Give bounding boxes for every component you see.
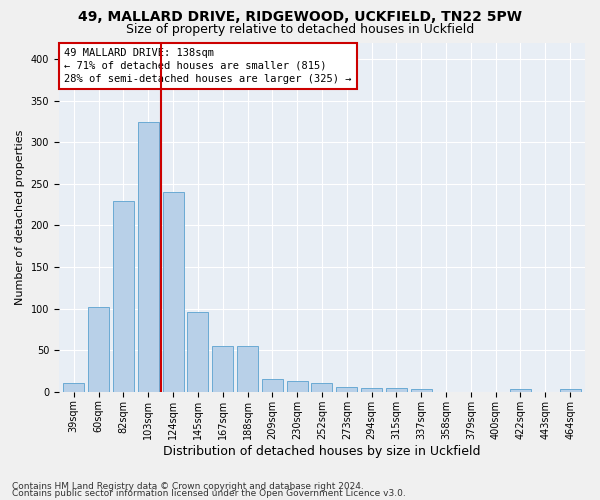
Bar (336, 387, 358, 392)
Bar (361, 388, 382, 392)
Bar (137, 122, 159, 392)
Bar (187, 312, 208, 392)
Bar (88, 307, 109, 392)
Text: Contains HM Land Registry data © Crown copyright and database right 2024.: Contains HM Land Registry data © Crown c… (12, 482, 364, 491)
Text: Size of property relative to detached houses in Uckfield: Size of property relative to detached ho… (126, 22, 474, 36)
Bar (386, 388, 407, 392)
Bar (510, 390, 531, 392)
Bar (63, 384, 85, 392)
Bar (212, 346, 233, 392)
Y-axis label: Number of detached properties: Number of detached properties (15, 130, 25, 305)
X-axis label: Distribution of detached houses by size in Uckfield: Distribution of detached houses by size … (163, 444, 481, 458)
Bar (163, 192, 184, 392)
Bar (410, 390, 432, 392)
Bar (113, 200, 134, 392)
Bar (287, 381, 308, 392)
Text: Contains public sector information licensed under the Open Government Licence v3: Contains public sector information licen… (12, 490, 406, 498)
Text: 49 MALLARD DRIVE: 138sqm
← 71% of detached houses are smaller (815)
28% of semi-: 49 MALLARD DRIVE: 138sqm ← 71% of detach… (64, 48, 352, 84)
Bar (311, 384, 332, 392)
Bar (560, 390, 581, 392)
Text: 49, MALLARD DRIVE, RIDGEWOOD, UCKFIELD, TN22 5PW: 49, MALLARD DRIVE, RIDGEWOOD, UCKFIELD, … (78, 10, 522, 24)
Bar (262, 380, 283, 392)
Bar (237, 346, 258, 392)
